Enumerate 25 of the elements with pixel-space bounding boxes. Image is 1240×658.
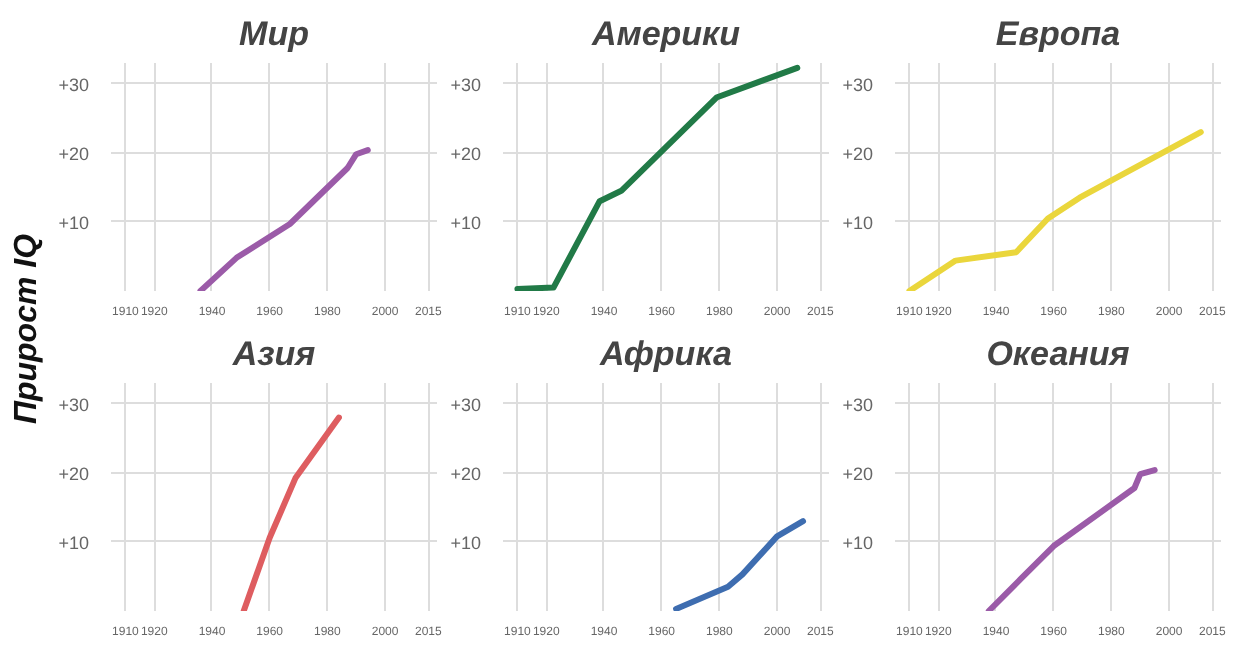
y-tick-label: +10	[842, 532, 874, 553]
y-tick-label: +30	[450, 74, 482, 95]
y-axis-title: Прирост IQ	[10, 232, 44, 425]
y-tick-label: +10	[450, 212, 482, 233]
y-tick-label: +30	[842, 394, 874, 415]
y-tick-label: +10	[58, 532, 90, 553]
y-tick-label: +10	[450, 532, 482, 553]
chart-title: Америки	[589, 15, 742, 53]
y-tick-label: +30	[842, 74, 874, 95]
y-tick-label: +10	[842, 212, 874, 233]
y-tick-label: +20	[842, 143, 874, 164]
y-tick-label: +20	[450, 143, 482, 164]
y-tick-label: +30	[58, 74, 90, 95]
y-tick-label: +20	[58, 143, 90, 164]
chart-title: Океания	[986, 335, 1130, 373]
y-tick-label: +30	[450, 394, 482, 415]
chart-title: Азия	[230, 335, 316, 373]
y-tick-label: +20	[58, 463, 90, 484]
chart-title: Мир	[239, 15, 309, 53]
y-tick-label: +20	[842, 463, 874, 484]
y-tick-label: +20	[450, 463, 482, 484]
chart-title: Африка	[598, 335, 732, 373]
y-tick-label: +10	[58, 212, 90, 233]
y-tick-label: +30	[58, 394, 90, 415]
chart-title: Европа	[995, 15, 1121, 53]
